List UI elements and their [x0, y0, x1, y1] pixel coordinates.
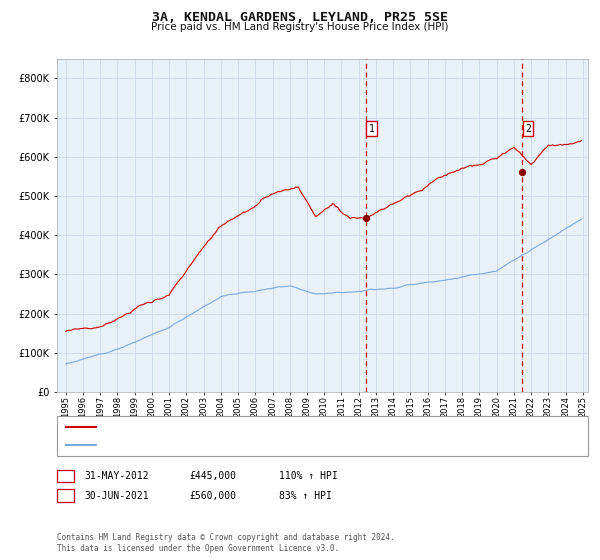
Point: [518, 168, 527, 177]
Text: 30-JUN-2021: 30-JUN-2021: [84, 491, 149, 501]
Text: 1: 1: [62, 471, 68, 481]
Point: [361, 213, 371, 222]
Text: £560,000: £560,000: [189, 491, 236, 501]
Text: 3A, KENDAL GARDENS, LEYLAND, PR25 5SE (detached house): 3A, KENDAL GARDENS, LEYLAND, PR25 5SE (d…: [101, 423, 391, 432]
Text: 2: 2: [525, 124, 531, 134]
Text: 1: 1: [368, 124, 374, 134]
Text: 3A, KENDAL GARDENS, LEYLAND, PR25 5SE: 3A, KENDAL GARDENS, LEYLAND, PR25 5SE: [152, 11, 448, 24]
Text: Contains HM Land Registry data © Crown copyright and database right 2024.
This d: Contains HM Land Registry data © Crown c…: [57, 533, 395, 553]
Text: 31-MAY-2012: 31-MAY-2012: [84, 471, 149, 481]
Text: Price paid vs. HM Land Registry's House Price Index (HPI): Price paid vs. HM Land Registry's House …: [151, 22, 449, 32]
Text: HPI: Average price, detached house, Chorley: HPI: Average price, detached house, Chor…: [101, 441, 332, 450]
Text: 110% ↑ HPI: 110% ↑ HPI: [279, 471, 338, 481]
Text: 83% ↑ HPI: 83% ↑ HPI: [279, 491, 332, 501]
Text: £445,000: £445,000: [189, 471, 236, 481]
Text: 2: 2: [62, 491, 68, 501]
